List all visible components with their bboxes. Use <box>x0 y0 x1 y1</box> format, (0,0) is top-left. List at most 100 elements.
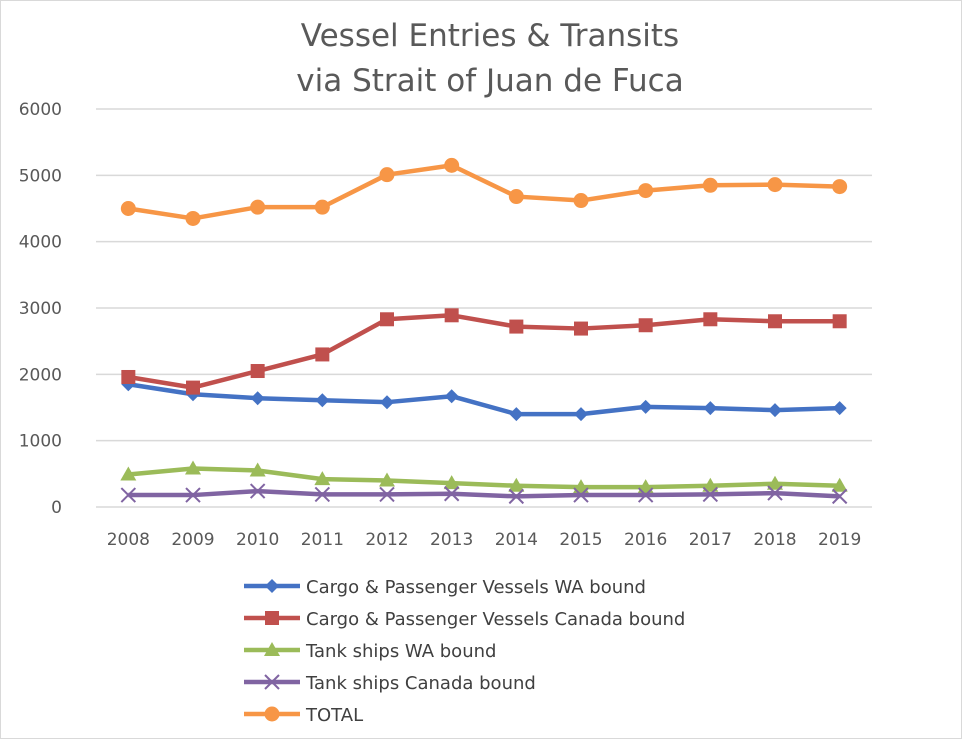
legend-marker <box>265 579 279 593</box>
data-point <box>250 391 265 406</box>
series-line <box>127 382 840 417</box>
x-tick-label: 2014 <box>495 530 538 550</box>
data-point <box>121 369 136 384</box>
series-3 <box>120 483 848 505</box>
y-tick-label: 2000 <box>19 365 62 385</box>
data-point <box>509 319 524 334</box>
data-point <box>120 466 137 481</box>
data-point <box>573 193 589 209</box>
x-tick-label: 2017 <box>689 530 732 550</box>
x-tick-label: 2012 <box>365 530 408 550</box>
series-1 <box>121 308 847 395</box>
data-point <box>508 488 525 505</box>
data-point <box>380 395 394 410</box>
legend-label: Tank ships WA bound <box>305 641 496 662</box>
data-point <box>768 314 782 329</box>
legend-item: Tank ships Canada bound <box>244 673 536 694</box>
x-tick-label: 2019 <box>818 530 861 550</box>
series-line <box>127 313 840 390</box>
data-point <box>637 487 654 503</box>
series-line <box>128 488 840 499</box>
data-point <box>573 487 589 503</box>
legend: Cargo & Passenger Vessels WA bound Cargo … <box>244 577 685 726</box>
legend-item: Cargo & Passenger Vessels Canada bound <box>244 609 685 630</box>
legend-marker <box>264 706 280 722</box>
data-point <box>703 401 718 416</box>
data-point <box>444 389 459 404</box>
data-point <box>574 407 588 422</box>
y-tick-label: 0 <box>51 498 62 518</box>
data-point <box>638 399 653 414</box>
data-point <box>702 486 719 503</box>
y-tick-label: 6000 <box>19 100 62 120</box>
data-point <box>768 403 782 418</box>
legend-marker <box>264 674 280 690</box>
x-tick-label: 2013 <box>430 530 473 550</box>
data-point <box>314 471 331 486</box>
data-point <box>638 318 653 333</box>
y-axis-ticks: 0 1000 2000 3000 4000 5000 6000 <box>19 100 62 518</box>
data-point <box>832 314 847 329</box>
data-point <box>832 401 847 416</box>
legend-item: Cargo & Passenger Vessels WA bound <box>244 577 646 598</box>
data-point <box>509 407 524 422</box>
series-line <box>128 466 840 490</box>
x-tick-label: 2018 <box>753 530 796 550</box>
legend-item: Tank ships WA bound <box>244 641 496 662</box>
data-point <box>702 477 719 492</box>
series-group <box>120 157 848 505</box>
data-point <box>443 486 460 502</box>
data-point <box>120 487 137 503</box>
legend-marker <box>265 611 279 625</box>
data-point <box>186 380 200 395</box>
y-tick-label: 3000 <box>19 299 62 319</box>
data-point <box>767 475 783 490</box>
series-2 <box>120 460 848 494</box>
data-point <box>831 477 848 492</box>
x-tick-label: 2011 <box>301 530 344 550</box>
data-point <box>573 479 589 494</box>
data-point <box>250 364 265 379</box>
legend-label: Cargo & Passenger Vessels WA bound <box>306 577 646 598</box>
legend-item: TOTAL <box>244 705 363 726</box>
x-tick-label: 2009 <box>171 530 214 550</box>
data-point <box>444 157 460 173</box>
legend-label: TOTAL <box>305 705 363 726</box>
data-point <box>767 177 783 193</box>
y-tick-label: 1000 <box>19 432 62 452</box>
data-point <box>832 179 848 195</box>
data-point <box>315 347 330 362</box>
data-point <box>120 201 136 216</box>
data-point <box>185 487 201 503</box>
data-point <box>315 393 330 408</box>
data-point <box>379 486 395 503</box>
x-tick-label: 2008 <box>107 530 150 550</box>
data-point <box>703 312 718 327</box>
data-point <box>508 477 525 492</box>
series-4 <box>120 157 848 226</box>
data-point <box>574 321 588 336</box>
x-axis-ticks: 2008 2009 2010 2011 2012 2013 2014 2015 2016 2017… <box>107 530 862 550</box>
data-point <box>702 177 718 193</box>
legend-marker <box>264 642 280 656</box>
legend-label: Cargo & Passenger Vessels Canada bound <box>306 609 685 630</box>
gridlines <box>96 108 872 508</box>
x-tick-label: 2016 <box>624 530 667 550</box>
data-point <box>380 312 394 327</box>
data-point <box>379 472 395 487</box>
data-point <box>250 199 266 215</box>
x-tick-label: 2010 <box>236 530 279 550</box>
x-tick-label: 2015 <box>559 530 602 550</box>
data-point <box>831 488 848 505</box>
data-point <box>379 167 395 183</box>
data-point <box>508 189 524 205</box>
data-point <box>249 483 266 499</box>
legend-label: Tank ships Canada bound <box>305 673 536 694</box>
chart-title-line-1: Vessel Entries & Transits <box>300 18 680 54</box>
data-point <box>443 475 460 490</box>
data-point <box>185 460 201 475</box>
data-point <box>637 479 654 494</box>
data-point <box>314 199 330 215</box>
data-point <box>249 462 266 477</box>
